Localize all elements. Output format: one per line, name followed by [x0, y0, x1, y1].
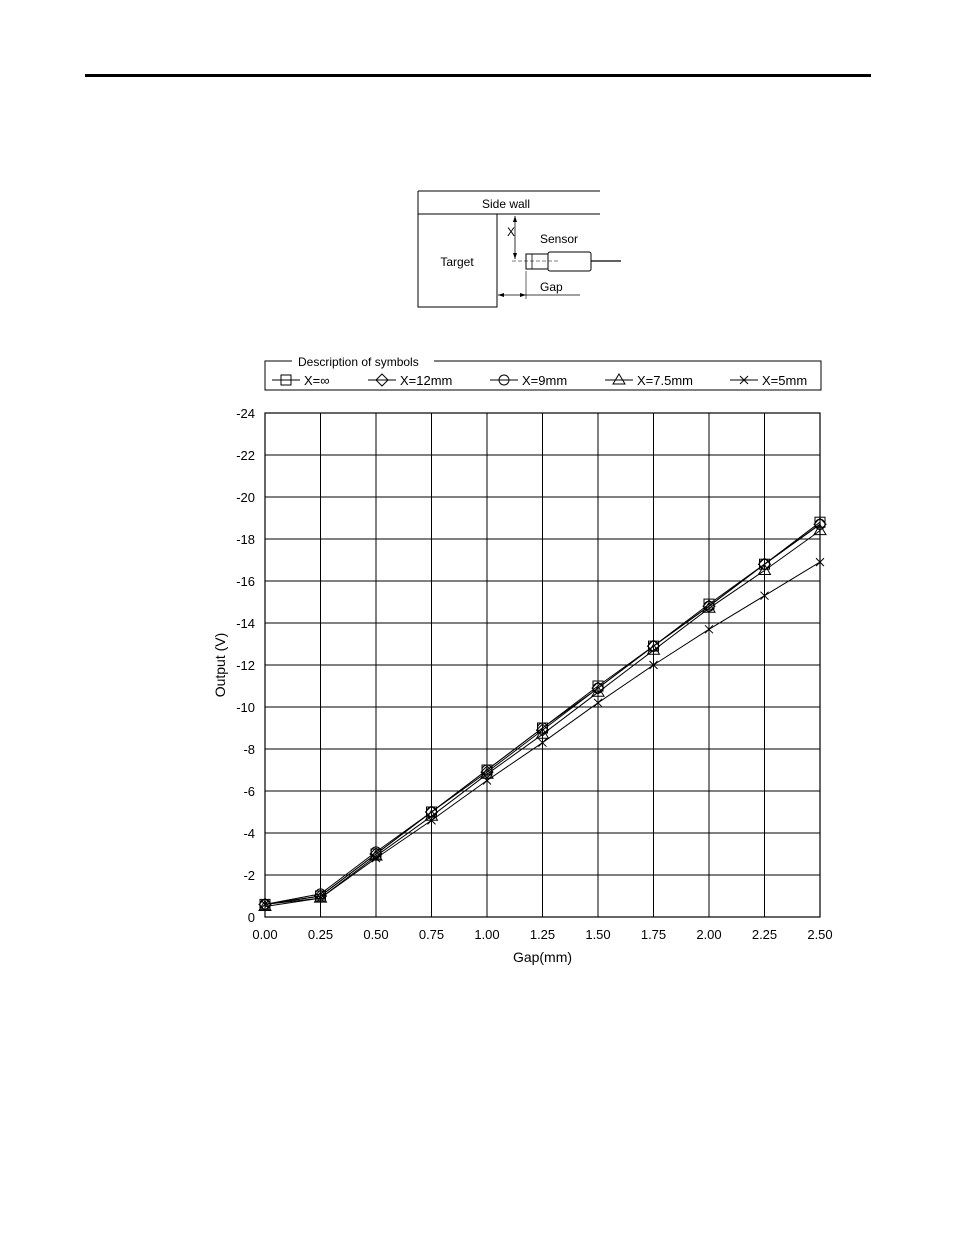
x-axis-title: Gap(mm): [513, 949, 572, 965]
legend-marker-diamond: [375, 373, 389, 387]
legend-entry: X=5mm: [730, 373, 807, 388]
y-tick-label: -6: [243, 784, 255, 799]
x-tick-label: 1.00: [474, 927, 499, 942]
data-point-x: [815, 557, 825, 567]
y-tick-label: -8: [243, 742, 255, 757]
legend-entry: X=12mm: [368, 373, 452, 388]
legend-label: X=∞: [304, 373, 330, 388]
y-tick-label: -4: [243, 826, 255, 841]
x-tick-label: 0.50: [363, 927, 388, 942]
x-tick-label: 0.25: [308, 927, 333, 942]
data-point-circle: [259, 898, 271, 910]
gap-label: Gap: [540, 280, 563, 294]
sensor-label: Sensor: [540, 232, 578, 246]
data-point-circle: [481, 764, 493, 776]
data-point-diamond: [424, 805, 439, 819]
data-point-x: [593, 698, 603, 708]
data-point-x: [316, 893, 325, 903]
data-point-x: [649, 660, 658, 670]
header-rule: [85, 74, 871, 77]
x-tick-label: 1.25: [530, 927, 555, 942]
y-tick-label: -10: [236, 700, 255, 715]
sensor-head: [525, 253, 549, 270]
legend-entry: X=7.5mm: [605, 373, 693, 388]
data-point-triangle: [813, 523, 827, 536]
data-point-circle: [315, 888, 326, 900]
legend-title-backdrop: [292, 354, 434, 368]
output-vs-gap-chart: 0.00 0.25 0.50 0.75 1.00 1.25 1.50 1.75 2.00 2.25…: [212, 406, 833, 965]
data-point-circle: [759, 558, 770, 570]
chart-legend: Description of symbols X=∞ X=12mm X=9mm X=7…: [264, 354, 822, 391]
data-point-circle: [703, 600, 715, 612]
data-point-x: [371, 853, 381, 863]
legend-marker-x: [739, 375, 749, 385]
x-tick-label: 2.50: [807, 927, 832, 942]
y-tick-label: -12: [236, 658, 255, 673]
sensor-body: [547, 251, 592, 272]
data-point-triangle: [646, 643, 661, 655]
data-point-x: [760, 591, 769, 601]
y-tick-label: 0: [248, 910, 255, 925]
x-dimension-arrow-top: [513, 216, 517, 222]
data-point-triangle: [591, 685, 605, 697]
legend-marker-square: [280, 374, 292, 386]
side-wall-label: Side wall: [482, 197, 530, 211]
y-tick-label: -20: [236, 490, 255, 505]
data-point-triangle: [535, 727, 550, 739]
data-point-diamond: [535, 723, 550, 737]
x-tick-label: 2.00: [696, 927, 721, 942]
data-point-diamond: [813, 517, 827, 532]
data-point-x: [538, 738, 547, 748]
gap-dimension-arrow-left: [498, 293, 504, 297]
x-dimension-label: X: [507, 225, 515, 239]
legend-marker-triangle: [612, 373, 626, 385]
y-tick-label: -14: [236, 616, 255, 631]
data-point-x: [427, 816, 436, 825]
data-point-diamond: [646, 639, 661, 653]
data-point-circle: [537, 722, 548, 734]
legend-title: Description of symbols: [298, 355, 419, 369]
x-dimension-arrow-bottom: [513, 253, 517, 259]
y-tick-label: -18: [236, 532, 255, 547]
data-point-triangle: [757, 563, 772, 575]
data-point-diamond: [757, 557, 772, 571]
target-block: [417, 213, 498, 308]
legend-marker-circle: [498, 374, 510, 386]
y-tick-label: -2: [243, 868, 255, 883]
data-point-circle: [814, 518, 826, 530]
x-tick-label: 2.25: [752, 927, 777, 942]
data-point-circle: [648, 640, 659, 652]
x-tick-label: 1.75: [641, 927, 666, 942]
data-point-circle: [426, 806, 437, 818]
x-tick-label: 0.00: [252, 927, 277, 942]
data-point-diamond: [591, 681, 605, 695]
legend-frame: [264, 360, 822, 391]
series-line-4: [264, 530, 821, 907]
data-point-triangle: [313, 891, 328, 903]
data-point-x: [704, 624, 714, 634]
data-point-triangle: [480, 767, 494, 779]
legend-label: X=5mm: [762, 373, 807, 388]
sensor-setup-diagram: Side wall Target X Sensor Gap: [417, 190, 621, 308]
data-point-triangle: [702, 601, 716, 613]
y-tick-label: -22: [236, 448, 255, 463]
y-tick-label: -16: [236, 574, 255, 589]
gap-dimension-arrow-right: [520, 293, 526, 297]
y-axis-title: Output (V): [212, 633, 228, 698]
x-tick-label: 0.75: [419, 927, 444, 942]
data-point-triangle: [258, 899, 272, 911]
data-point-circle: [592, 682, 604, 694]
legend-entry: X=∞: [272, 373, 330, 388]
data-point-circle: [370, 846, 382, 858]
legend-entry: X=9mm: [490, 373, 567, 388]
legend-label: X=7.5mm: [637, 373, 693, 388]
data-point-x: [482, 776, 492, 785]
y-tick-label: -24: [236, 406, 255, 421]
x-tick-label: 1.50: [585, 927, 610, 942]
legend-label: X=12mm: [400, 373, 452, 388]
target-label: Target: [440, 255, 474, 269]
legend-label: X=9mm: [522, 373, 567, 388]
data-point-x: [260, 900, 270, 909]
